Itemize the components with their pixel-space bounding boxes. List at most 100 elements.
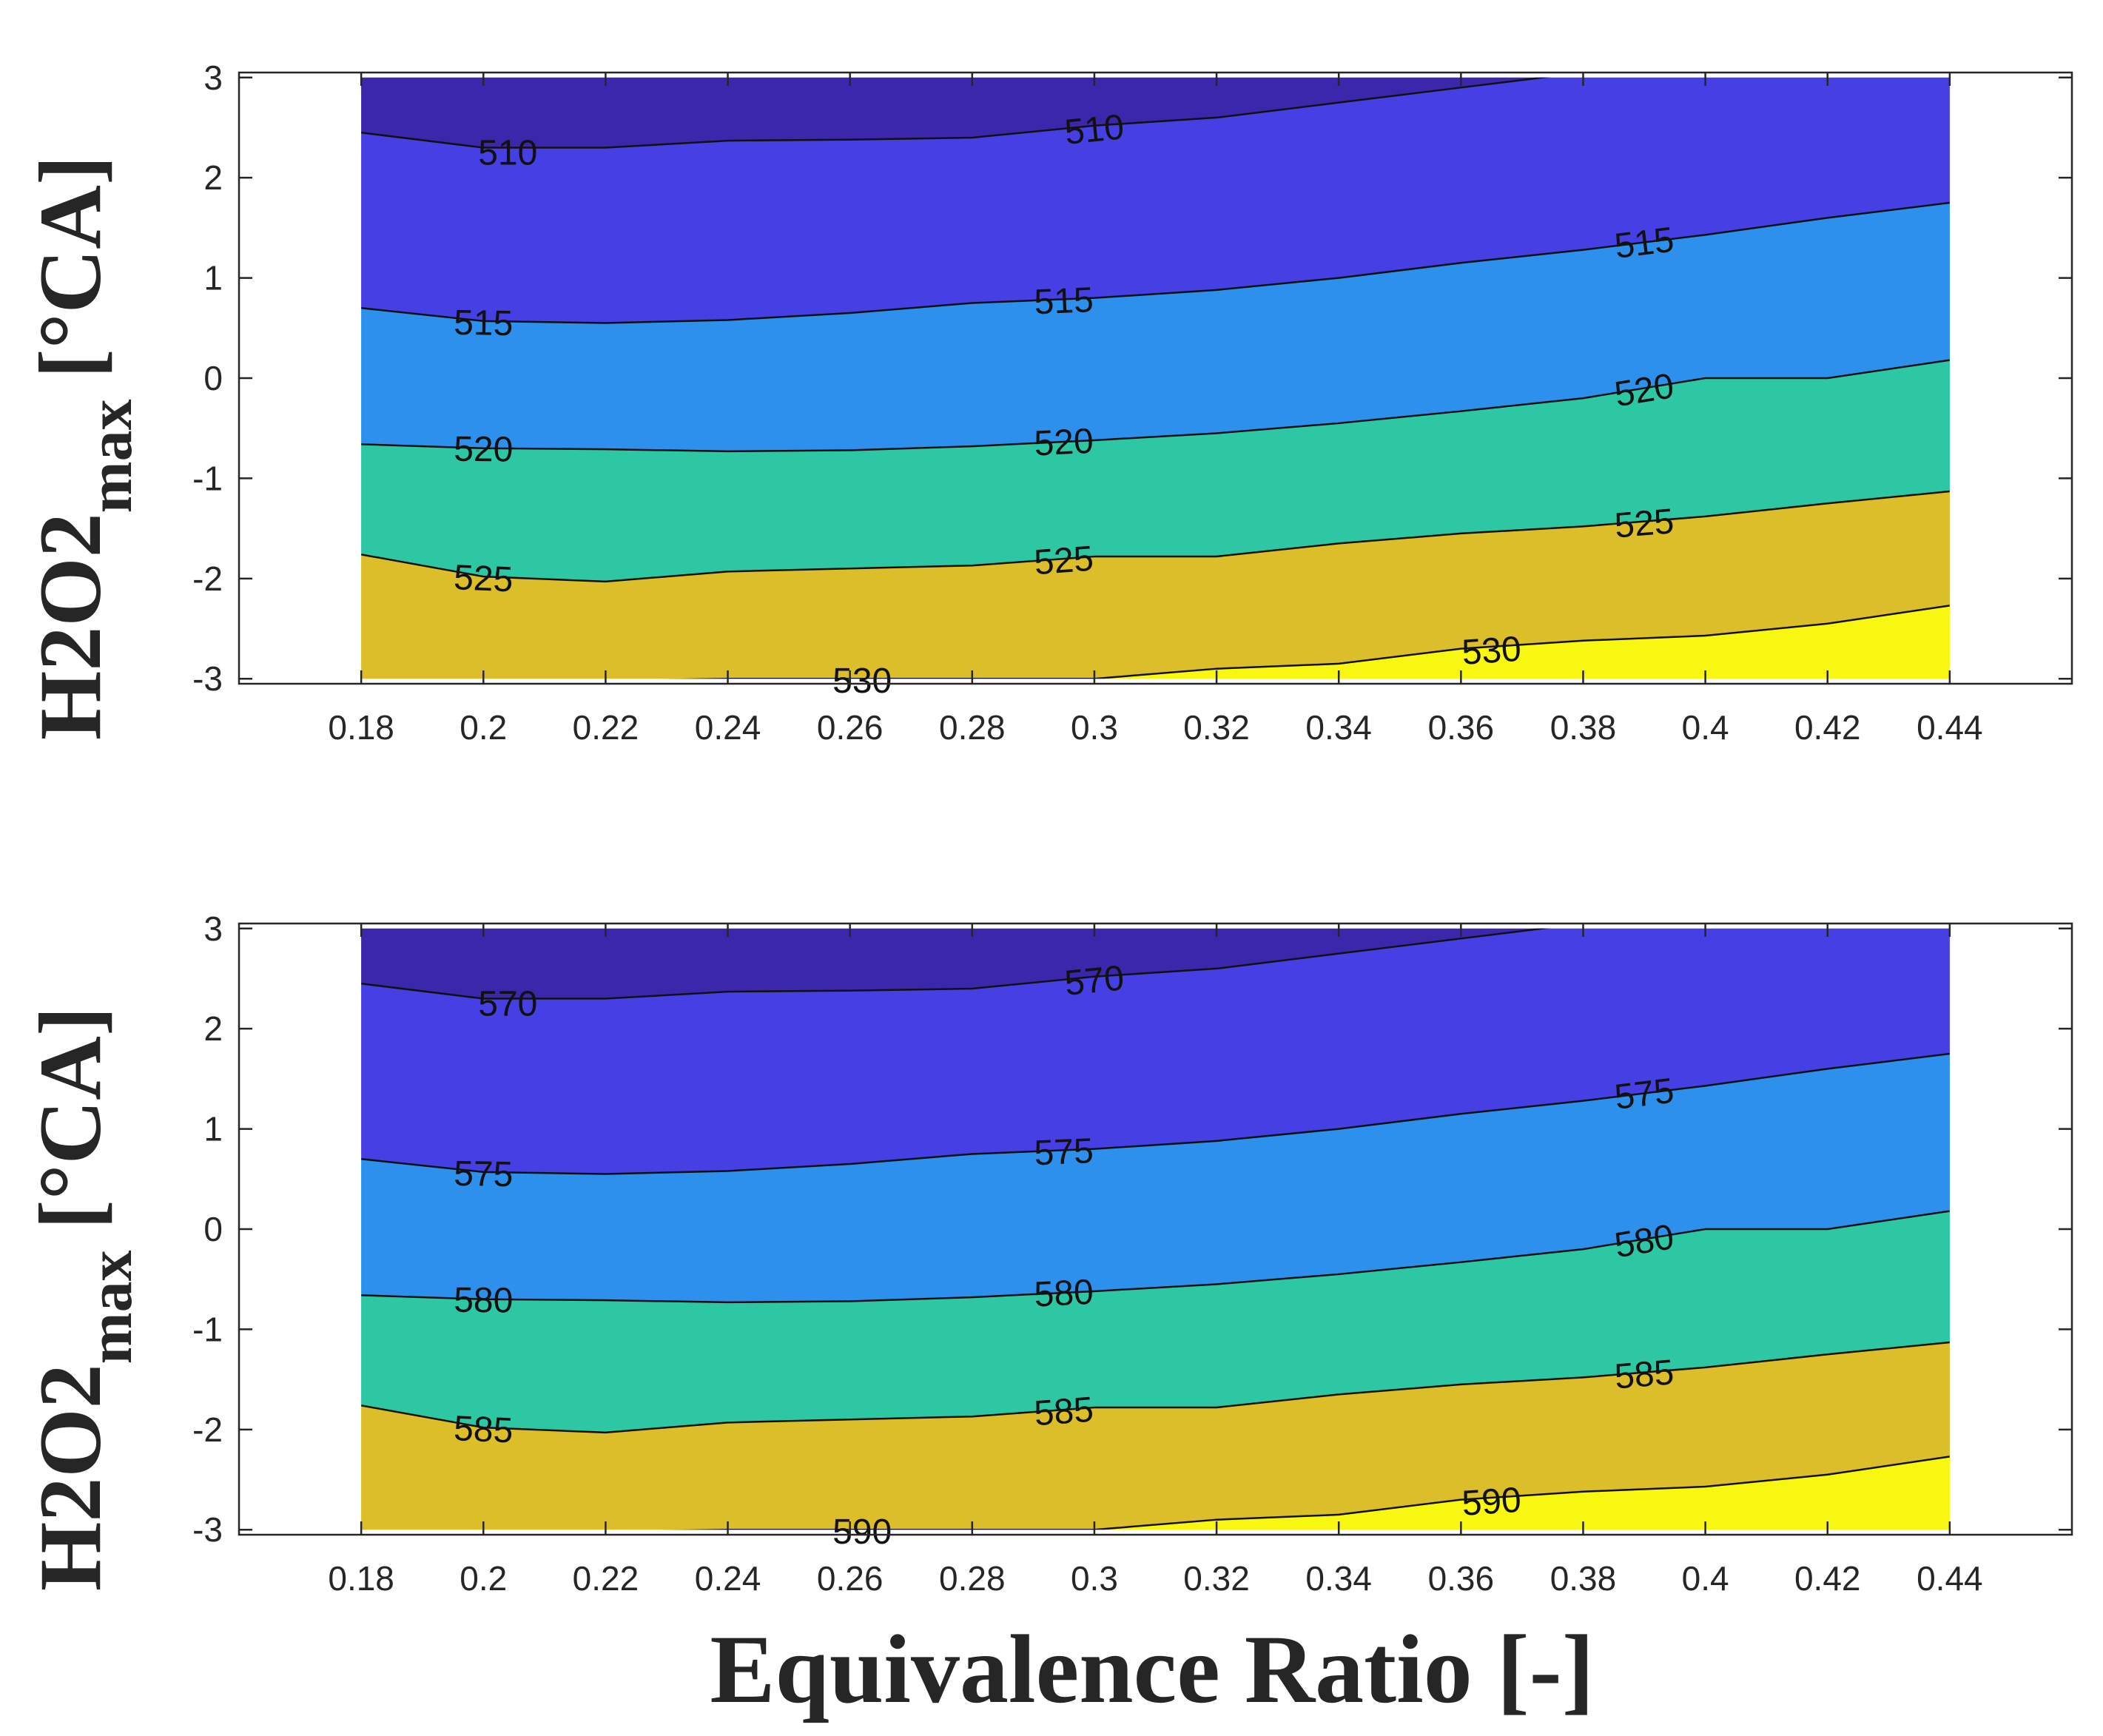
- contour-label: 525: [453, 558, 514, 599]
- contour-line-525: [361, 490, 1950, 583]
- contour-label: 575: [1034, 1131, 1094, 1173]
- y-axis-title-unit: [°CA]: [21, 1006, 119, 1229]
- contour-label: 570: [478, 984, 537, 1023]
- contour-label: 515: [454, 303, 514, 343]
- contour-line-510: [361, 77, 1550, 149]
- x-tick-label: 0.38: [1550, 708, 1617, 747]
- contour-label: 530: [1461, 630, 1522, 673]
- y-axis-title-bottom: H2O2max [°CA]: [21, 1006, 145, 1591]
- contour-line-580: [361, 1210, 1950, 1304]
- contour-fills: [361, 928, 1950, 1530]
- y-axis: 3 2 1 0 -1 -2 -3: [192, 58, 2072, 698]
- contour-label: 585: [1033, 1390, 1095, 1434]
- x-tick-label: 0.32: [1183, 1559, 1250, 1598]
- x-tick-label: 0.22: [573, 1559, 639, 1598]
- x-tick-label: 0.2: [460, 1559, 507, 1598]
- y-tick-label: -1: [192, 459, 223, 497]
- contour-line-575: [361, 1052, 1950, 1175]
- y-tick-label: -1: [192, 1310, 223, 1348]
- y-axis-title-main: H2O2: [21, 513, 119, 740]
- x-axis-title: Equivalence Ratio [-]: [710, 1615, 1594, 1723]
- contour-label: 510: [478, 133, 537, 172]
- x-tick-label: 0.18: [328, 1559, 394, 1598]
- contour-label: 525: [1613, 502, 1675, 545]
- x-tick-label: 0.28: [939, 708, 1006, 747]
- contour-label: 590: [1461, 1481, 1522, 1524]
- contour-line-520: [361, 359, 1950, 453]
- y-tick-label: -3: [192, 659, 223, 698]
- x-tick-label: 0.44: [1917, 1559, 1983, 1598]
- x-tick-label: 0.34: [1305, 708, 1372, 747]
- y-axis-title-main: H2O2: [21, 1364, 119, 1591]
- x-tick-label: 0.4: [1682, 708, 1729, 747]
- x-tick-label: 0.38: [1550, 1559, 1617, 1598]
- y-tick-label: 3: [203, 58, 223, 97]
- svg-text:H2O2max[°CA]: H2O2max [°CA]: [21, 155, 145, 740]
- contour-line-515: [361, 201, 1950, 324]
- contour-lines: [361, 928, 1950, 1530]
- y-tick-label: 2: [203, 158, 223, 197]
- contour-label: 580: [1033, 1273, 1094, 1315]
- contour-label: 585: [1613, 1353, 1675, 1396]
- y-tick-label: 0: [203, 359, 223, 397]
- contour-labels: 510 510 515 515 515 520 520 520 525 525 525 530 530: [453, 107, 1677, 701]
- y-tick-label: -3: [192, 1510, 223, 1549]
- contour-label: 585: [453, 1409, 514, 1450]
- x-tick-label: 0.26: [817, 1559, 884, 1598]
- y-axis-title-subscript: max: [76, 399, 145, 513]
- contour-fills: [361, 77, 1950, 679]
- y-tick-label: -2: [192, 559, 223, 598]
- x-tick-label: 0.4: [1682, 1559, 1729, 1598]
- svg-text:H2O2max[°CA]: H2O2max [°CA]: [21, 1006, 145, 1591]
- x-tick-label: 0.2: [460, 708, 507, 747]
- contour-label: 515: [1612, 221, 1676, 266]
- contour-labels: 570 570 575 575 575 580 580 580 585 585 585 590 590: [453, 958, 1677, 1552]
- contour-label: 520: [1033, 422, 1094, 464]
- x-tick-label: 0.28: [939, 1559, 1006, 1598]
- contour-label: 520: [454, 430, 514, 470]
- y-tick-label: 3: [203, 909, 223, 948]
- contour-chart-bottom: 570 570 575 575 575 580 580 580 585 585 585 590 590 0…: [192, 909, 2073, 1598]
- y-axis-title-top: H2O2max [°CA]: [21, 155, 145, 740]
- x-tick-label: 0.3: [1071, 708, 1118, 747]
- x-tick-label: 0.18: [328, 708, 394, 747]
- contour-label: 580: [1612, 1217, 1677, 1265]
- contour-label: 575: [1612, 1071, 1676, 1117]
- x-tick-label: 0.24: [695, 708, 761, 747]
- y-tick-label: 2: [203, 1009, 223, 1048]
- x-tick-label: 0.34: [1305, 1559, 1372, 1598]
- x-tick-label: 0.44: [1917, 708, 1983, 747]
- x-tick-label: 0.26: [817, 708, 884, 747]
- contour-line-590: [671, 1456, 1950, 1530]
- y-tick-label: 1: [203, 1110, 223, 1148]
- contour-label: 590: [832, 1513, 892, 1552]
- x-axis: 0.18 0.2 0.22 0.24 0.26 0.28 0.3 0.32 0.34 0.36 0.…: [328, 73, 1983, 747]
- y-axis-title-unit: [°CA]: [21, 155, 119, 378]
- contour-line-585: [361, 1341, 1950, 1434]
- contour-label: 510: [1063, 107, 1126, 152]
- contour-label: 575: [454, 1154, 514, 1194]
- x-tick-label: 0.3: [1071, 1559, 1118, 1598]
- x-tick-label: 0.42: [1794, 708, 1861, 747]
- x-tick-label: 0.42: [1794, 1559, 1861, 1598]
- x-axis: 0.18 0.2 0.22 0.24 0.26 0.28 0.3 0.32 0.34 0.36 0.…: [328, 923, 1983, 1598]
- contour-label: 530: [832, 662, 892, 701]
- x-tick-label: 0.32: [1183, 708, 1250, 747]
- y-axis-title-subscript: max: [76, 1250, 145, 1364]
- contour-line-570: [361, 928, 1550, 1000]
- y-tick-label: 0: [203, 1210, 223, 1248]
- y-tick-label: -2: [192, 1410, 223, 1449]
- x-tick-label: 0.36: [1428, 1559, 1495, 1598]
- contour-label: 580: [454, 1281, 514, 1321]
- contour-label: 525: [1033, 539, 1095, 583]
- contour-line-530: [671, 605, 1950, 679]
- contour-lines: [361, 77, 1950, 679]
- contour-label: 570: [1063, 958, 1126, 1003]
- contour-label: 515: [1034, 280, 1094, 322]
- y-tick-label: 1: [203, 259, 223, 297]
- x-tick-label: 0.22: [573, 708, 639, 747]
- x-tick-label: 0.36: [1428, 708, 1495, 747]
- contour-label: 520: [1612, 366, 1677, 414]
